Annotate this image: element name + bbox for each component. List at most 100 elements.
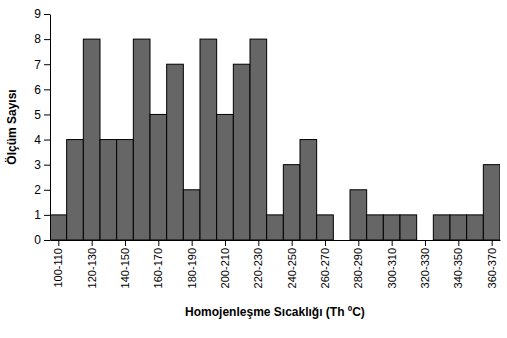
tick: 8 — [34, 32, 50, 46]
tick-label: 6 — [34, 83, 41, 97]
tick: 7 — [34, 58, 50, 72]
bar — [183, 190, 200, 240]
bar — [267, 215, 284, 240]
tick: 0 — [34, 233, 50, 247]
tick: 180-190 — [186, 240, 198, 288]
tick-label: 5 — [34, 108, 41, 122]
x-axis-title: Homojenleşme Sıcaklığı (Th ºC) — [185, 305, 365, 319]
tick-mark — [44, 89, 50, 90]
bar — [433, 215, 450, 240]
tick-label: 280-290 — [352, 248, 364, 288]
bar — [483, 165, 500, 240]
tick: 3 — [34, 158, 50, 172]
tick-label: 0 — [34, 233, 41, 247]
bar — [333, 240, 350, 241]
bar — [283, 165, 300, 240]
tick: 260-270 — [319, 240, 331, 288]
tick-label: 120-130 — [86, 248, 98, 288]
tick-mark — [458, 240, 459, 246]
tick: 9 — [34, 7, 50, 21]
bar — [317, 215, 334, 240]
tick-mark — [44, 140, 50, 141]
bar — [450, 215, 467, 240]
tick-mark — [392, 240, 393, 246]
tick-label: 200-210 — [219, 248, 231, 288]
tick-label: 4 — [34, 133, 41, 147]
axis-line — [50, 15, 51, 241]
bar — [150, 114, 167, 240]
tick-label: 180-190 — [186, 248, 198, 288]
tick: 6 — [34, 83, 50, 97]
tick-label: 1 — [34, 208, 41, 222]
tick-mark — [44, 39, 50, 40]
bar — [117, 140, 134, 240]
tick-mark — [292, 240, 293, 246]
y-axis: 0 1 2 3 4 5 6 7 8 9 — [34, 7, 50, 247]
tick-mark — [58, 240, 59, 246]
tick-mark — [44, 240, 50, 241]
tick-label: 3 — [34, 158, 41, 172]
tick: 5 — [34, 108, 50, 122]
tick-mark — [44, 190, 50, 191]
tick: 1 — [34, 208, 50, 222]
bar — [417, 240, 434, 241]
tick-mark — [258, 240, 259, 246]
tick-label: 260-270 — [319, 248, 331, 288]
tick-mark — [425, 240, 426, 246]
tick: 360-370 — [486, 240, 498, 288]
bar — [233, 64, 250, 240]
bar — [467, 215, 484, 240]
tick-label: 100-110 — [52, 248, 64, 288]
tick-label: 220-230 — [252, 248, 264, 288]
tick: 220-230 — [252, 240, 264, 288]
tick: 340-350 — [452, 240, 464, 288]
tick: 320-330 — [419, 240, 431, 288]
tick-mark — [44, 114, 50, 115]
tick-label: 7 — [34, 58, 41, 72]
tick: 4 — [34, 133, 50, 147]
tick-mark — [44, 64, 50, 65]
tick-mark — [44, 14, 50, 15]
bar — [400, 215, 417, 240]
tick-mark — [192, 240, 193, 246]
tick-label: 240-250 — [286, 248, 298, 288]
tick-label: 8 — [34, 32, 41, 46]
tick-mark — [358, 240, 359, 246]
tick-mark — [44, 215, 50, 216]
tick-mark — [125, 240, 126, 246]
tick-label: 160-170 — [152, 248, 164, 288]
tick-mark — [44, 165, 50, 166]
bar — [83, 39, 100, 240]
tick-label: 2 — [34, 183, 41, 197]
bars — [50, 39, 500, 240]
bar — [50, 215, 67, 240]
bar — [217, 114, 234, 240]
bar — [167, 64, 184, 240]
tick: 140-150 — [119, 240, 131, 288]
tick-label: 320-330 — [419, 248, 431, 288]
tick-label: 360-370 — [486, 248, 498, 288]
x-axis: 100-110 120-130 140-150 160-170 180-190 200-2… — [51, 240, 501, 288]
bar — [100, 140, 117, 240]
tick-mark — [325, 240, 326, 246]
tick: 200-210 — [219, 240, 231, 288]
tick-mark — [492, 240, 493, 246]
tick-label: 140-150 — [119, 248, 131, 288]
bar — [383, 215, 400, 240]
bar — [250, 39, 267, 240]
axis-line — [51, 240, 501, 241]
tick: 120-130 — [86, 240, 98, 288]
tick-label: 9 — [34, 7, 41, 21]
tick: 100-110 — [52, 240, 64, 288]
tick: 280-290 — [352, 240, 364, 288]
bar — [367, 215, 384, 240]
bar — [67, 140, 84, 240]
tick-label: 300-310 — [386, 248, 398, 288]
bar — [200, 39, 217, 240]
tick-label: 340-350 — [452, 248, 464, 288]
chart: 100-110 120-130 140-150 160-170 180-190 200-2… — [0, 0, 507, 338]
bar — [350, 190, 367, 240]
tick: 2 — [34, 183, 50, 197]
tick-mark — [92, 240, 93, 246]
tick: 300-310 — [386, 240, 398, 288]
